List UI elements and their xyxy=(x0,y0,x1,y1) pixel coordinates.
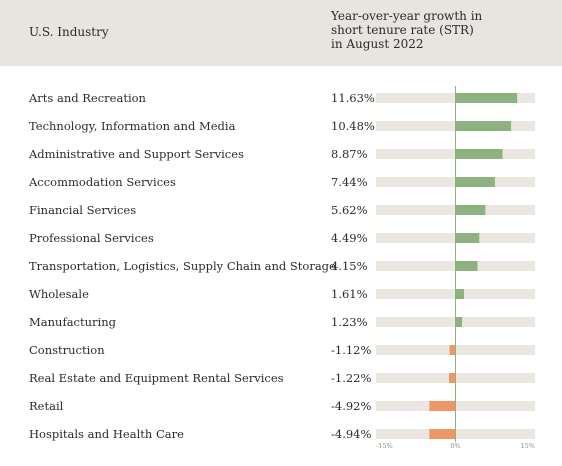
x-tick-label: 0% xyxy=(450,442,460,450)
chart-row: Manufacturing 1.23% xyxy=(29,315,535,329)
bar-negative xyxy=(429,429,456,439)
value-label: 5.62% xyxy=(331,203,368,217)
chart-row: Accommodation Services 7.44% xyxy=(28,175,535,189)
chart-row: Real Estate and Equipment Rental Service… xyxy=(29,371,535,385)
bar-positive xyxy=(455,177,495,187)
value-label: 11.63% xyxy=(331,91,375,105)
category-label: Hospitals and Health Care xyxy=(29,427,184,441)
category-label: Professional Services xyxy=(29,231,154,245)
bar-negative xyxy=(449,373,456,383)
value-label: -4.92% xyxy=(331,399,371,413)
value-label: -1.12% xyxy=(331,343,371,357)
x-tick-label: -15% xyxy=(376,442,393,450)
industry-column-header: U.S. Industry xyxy=(29,25,109,39)
chart-row: Construction -1.12% xyxy=(29,343,535,357)
category-label: Retail xyxy=(29,399,64,413)
bar-positive xyxy=(455,289,465,299)
value-label: 1.61% xyxy=(331,287,368,301)
bar-positive xyxy=(455,317,463,327)
chart-row: Arts and Recreation 11.63% xyxy=(28,91,535,105)
chart-row: Hospitals and Health Care -4.94% xyxy=(29,427,535,441)
value-label: -4.94% xyxy=(331,427,371,441)
chart-row: Administrative and Support Services 8.87% xyxy=(28,147,535,161)
chart-row: Transportation, Logistics, Supply Chain … xyxy=(29,259,535,273)
category-label: Accommodation Services xyxy=(28,175,176,189)
bar-positive xyxy=(455,261,478,271)
value-label: -1.22% xyxy=(331,371,371,385)
bar-positive xyxy=(455,205,486,215)
chart-row: Technology, Information and Media 10.48% xyxy=(29,119,535,133)
category-label: Wholesale xyxy=(29,287,89,301)
bar-positive xyxy=(455,149,503,159)
category-label: Manufacturing xyxy=(29,315,117,329)
value-label: 8.87% xyxy=(331,147,368,161)
category-label: Construction xyxy=(29,343,105,357)
value-label: 4.15% xyxy=(331,259,368,273)
category-label: Financial Services xyxy=(29,203,136,217)
category-label: Transportation, Logistics, Supply Chain … xyxy=(29,259,336,273)
bar-negative xyxy=(429,401,456,411)
metric-header-line: short tenure rate (STR) xyxy=(331,23,474,37)
metric-header-line: Year-over-year growth in xyxy=(331,9,483,23)
value-label: 7.44% xyxy=(331,175,368,189)
metric-header-line: in August 2022 xyxy=(331,37,424,51)
value-label: 10.48% xyxy=(331,119,375,133)
chart-row: Financial Services 5.62% xyxy=(29,203,535,217)
bar-positive xyxy=(455,93,518,103)
bar-positive xyxy=(455,121,512,131)
bar-negative xyxy=(449,345,456,355)
category-label: Arts and Recreation xyxy=(28,91,147,105)
category-label: Technology, Information and Media xyxy=(29,119,236,133)
value-label: 4.49% xyxy=(331,231,368,245)
metric-column-header: Year-over-year growth in short tenure ra… xyxy=(331,9,551,51)
chart-row: Professional Services 4.49% xyxy=(29,231,535,245)
category-label: Real Estate and Equipment Rental Service… xyxy=(29,371,284,385)
value-label: 1.23% xyxy=(331,315,368,329)
x-tick-label: 15% xyxy=(521,442,535,450)
chart-row: Wholesale 1.61% xyxy=(29,287,535,301)
table-header: U.S. Industry Year-over-year growth in s… xyxy=(0,0,562,66)
category-label: Administrative and Support Services xyxy=(28,147,244,161)
chart-row: Retail -4.92% xyxy=(29,399,535,413)
bar-positive xyxy=(455,233,480,243)
